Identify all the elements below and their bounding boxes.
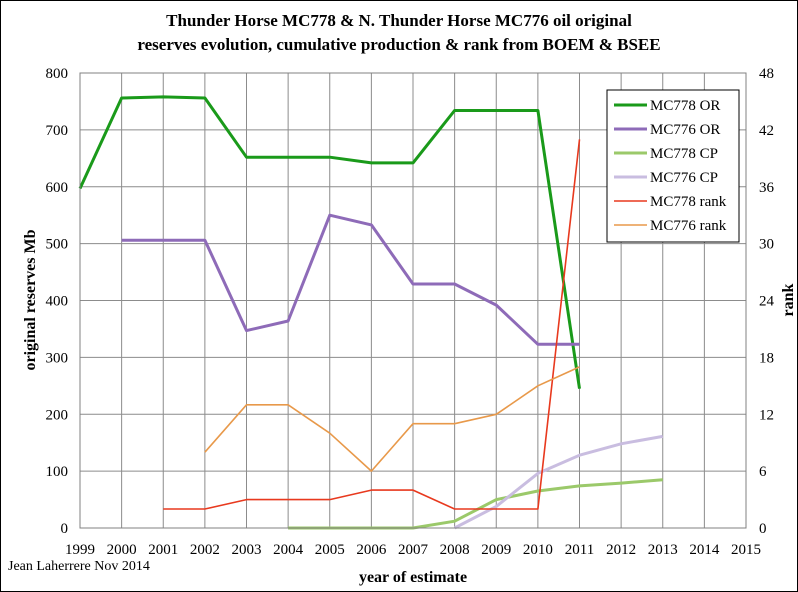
y2-axis-title: rank (780, 283, 797, 316)
chart-title-line-1: Thunder Horse MC778 & N. Thunder Horse M… (166, 11, 632, 30)
y-tick-label: 700 (46, 123, 69, 139)
y-tick-label: 500 (46, 237, 69, 253)
x-tick-label: 1999 (65, 542, 95, 558)
x-tick-label: 2007 (398, 542, 429, 558)
series-line-mc778-or (78, 95, 581, 389)
series-line-mc776-rank (204, 366, 580, 472)
y2-tick-label: 24 (759, 294, 775, 310)
y2-tick-label: 6 (759, 464, 767, 480)
x-tick-label: 2012 (606, 542, 636, 558)
legend-label: MC778 rank (650, 194, 727, 210)
y-tick-label: 300 (46, 350, 69, 366)
x-tick-label: 2004 (273, 542, 304, 558)
y-axis-title: original reserves Mb (22, 229, 39, 370)
x-tick-label: 2000 (107, 542, 137, 558)
y2-tick-label: 42 (759, 123, 774, 139)
legend-label: MC776 CP (650, 170, 718, 186)
x-tick-label: 2001 (148, 542, 178, 558)
y-tick-label: 100 (46, 464, 69, 480)
y-tick-label: 600 (46, 180, 69, 196)
author-credit: Jean Laherrere Nov 2014 (8, 559, 150, 574)
x-axis-title: year of estimate (359, 569, 467, 586)
legend-box (606, 89, 740, 243)
y-tick-label: 800 (46, 66, 69, 82)
x-tick-label: 2014 (689, 542, 720, 558)
plot-area-border (79, 72, 747, 529)
x-tick-label: 2013 (648, 542, 678, 558)
legend-items: MC778 OR MC776 OR MC778 CP MC776 CP MC778 ra… (614, 98, 727, 234)
series-lines (78, 95, 664, 530)
legend-label: MC776 OR (650, 122, 720, 138)
x-tick-label: 2002 (190, 542, 220, 558)
x-tick-label: 2010 (523, 542, 553, 558)
y2-tick-label: 0 (759, 521, 767, 537)
y-tick-label: 200 (46, 407, 69, 423)
y2-tick-label: 12 (759, 407, 774, 423)
y2-axis-ticks: 0 6 12 18 24 30 36 42 48 (759, 66, 775, 537)
x-tick-label: 2005 (315, 542, 345, 558)
legend-label: MC776 rank (650, 218, 727, 234)
series-line-mc778-cp (288, 478, 663, 530)
y-tick-label: 0 (61, 521, 69, 537)
y2-tick-label: 30 (759, 237, 774, 253)
series-line-mc776-or (121, 213, 580, 346)
x-axis-ticks: 1999 2000 2001 2002 2003 2004 2005 2006 2007 2008… (65, 542, 761, 558)
x-tick-label: 2008 (440, 542, 470, 558)
x-tick-label: 2011 (565, 542, 594, 558)
series-line-mc776-cp (453, 434, 664, 530)
chart-title-line-2: reserves evolution, cumulative productio… (137, 35, 660, 54)
x-tick-label: 2003 (232, 542, 262, 558)
y-axis-ticks: 0 100 200 300 400 500 600 700 800 (46, 66, 69, 537)
y2-tick-label: 48 (759, 66, 774, 82)
legend: MC778 OR MC776 OR MC778 CP MC776 CP MC778 ra… (606, 89, 740, 243)
y-tick-label: 400 (46, 294, 69, 310)
y2-tick-label: 18 (759, 350, 774, 366)
legend-label: MC778 OR (650, 98, 720, 114)
legend-label: MC778 CP (650, 146, 718, 162)
x-tick-label: 2006 (356, 542, 387, 558)
series-line-mc778-rank (163, 139, 581, 510)
y2-tick-label: 36 (759, 180, 775, 196)
x-tick-label: 2009 (481, 542, 511, 558)
x-tick-label: 2015 (731, 542, 761, 558)
